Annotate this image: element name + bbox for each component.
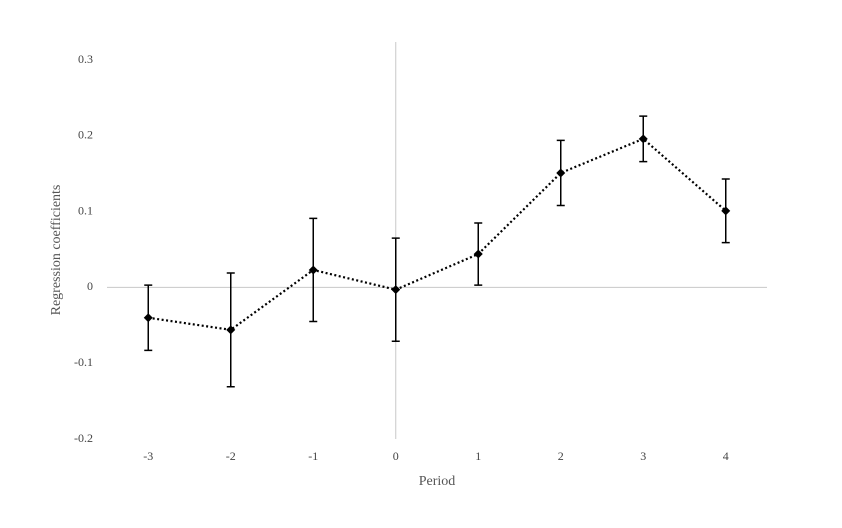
data-point [308,265,318,275]
y-axis-title: Regression coefficients [49,185,64,316]
data-point [226,325,236,335]
data-point [638,134,648,144]
y-tick-label: 0.1 [78,203,93,217]
x-tick-label: 3 [640,449,646,463]
x-tick-label: -1 [308,449,318,463]
y-tick-label: 0 [87,279,93,293]
x-tick-label: 4 [723,449,729,463]
series-line [148,137,727,332]
data-point [721,206,731,216]
data-point [473,249,483,259]
x-axis-title: Period [419,474,456,489]
data-point [143,313,153,323]
data-point [556,168,566,178]
x-tick-label: 0 [393,449,399,463]
y-tick-label: -0.2 [74,431,93,445]
y-tick-label: 0.3 [78,52,93,66]
data-point [391,285,401,295]
y-tick-label: 0.2 [78,128,93,142]
x-tick-label: 2 [558,449,564,463]
x-tick-label: 1 [475,449,481,463]
x-tick-label: -3 [143,449,153,463]
y-tick-label: -0.1 [74,355,93,369]
x-tick-label: -2 [226,449,236,463]
